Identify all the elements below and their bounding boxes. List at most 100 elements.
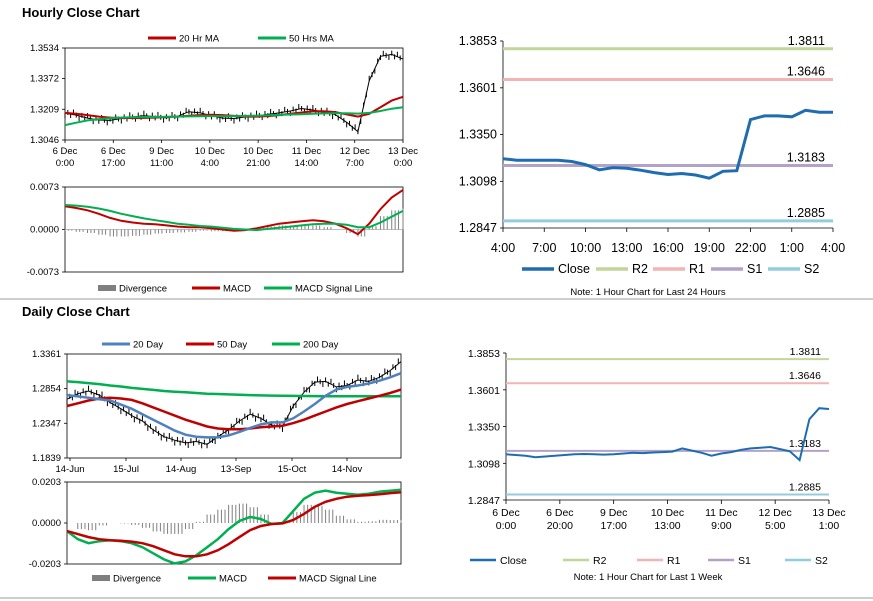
daily-levels-close-line <box>505 407 830 462</box>
daily-levels-xtick-label: 12 Dec <box>759 507 792 519</box>
hourly-macd-ytick-label: 0.0000 <box>30 225 59 236</box>
daily-levels-ytick-label: 1.3853 <box>468 348 500 360</box>
daily-levels-xtick-label: 10 Dec <box>651 507 684 519</box>
hourly-levels-xtick-label: 22:00 <box>735 241 766 255</box>
hourly-levels-xtick-label: 10:00 <box>570 241 601 255</box>
daily-levels-legend-label: S2 <box>815 555 828 567</box>
hourly-levels-panel: 1.3853 1.3601 1.3350 1.3098 1.2847 4:00 7:00 10… <box>459 34 845 298</box>
daily-price-ytick-label: 1.2347 <box>32 418 61 429</box>
hourly-price-ytick-label: 1.3372 <box>30 74 59 85</box>
hourly-levels-s1-level-label: 1.3183 <box>787 151 825 165</box>
hourly-price-xtick-label: 11:00 <box>150 158 173 169</box>
daily-macd-panel: 0.0203 0.0000 -0.0203 Divergence MACD MACD Si… <box>29 477 402 585</box>
daily-levels-legend-label: R2 <box>593 555 607 567</box>
daily-macd-legend-label: MACD <box>219 574 247 585</box>
hourly-levels-xtick-label: 13:00 <box>611 241 642 255</box>
daily-price-legend-label: 200 Day <box>303 340 339 351</box>
daily-levels-xtick-label: 6 Dec <box>546 507 573 519</box>
hourly-price-xtick-label: 13 Dec <box>388 146 418 157</box>
hourly-50hr-ma-line <box>64 106 404 127</box>
hourly-levels-ytick-label: 1.3601 <box>459 81 497 95</box>
hourly-price-xtick-label: 17:00 <box>101 158 125 169</box>
daily-levels-xtick-label: 20:00 <box>547 520 573 532</box>
hourly-levels-ytick-label: 1.3350 <box>459 128 497 142</box>
hourly-levels-legend-label: Close <box>558 262 590 276</box>
daily-levels-xtick-label: 9:00 <box>711 520 732 532</box>
daily-levels-xtick-label: 17:00 <box>601 520 627 532</box>
daily-levels-xtick-label: 1:00 <box>819 520 840 532</box>
daily-price-xtick-label: 13-Sep <box>221 464 252 475</box>
hourly-price-xtick-label: 10 Dec <box>195 146 225 157</box>
daily-macd-line <box>66 488 402 565</box>
hourly-macd-legend-label: MACD <box>223 284 251 295</box>
hourly-levels-close-line <box>502 108 833 180</box>
daily-macd-ytick-label: 0.0203 <box>32 477 61 488</box>
hourly-price-xtick-label: 6 Dec <box>101 146 126 157</box>
daily-price-legend-label: 50 Day <box>217 340 247 351</box>
daily-levels-legend-label: S1 <box>738 555 751 567</box>
daily-50day-line <box>66 388 402 431</box>
hourly-macd-signal-line <box>64 204 404 232</box>
hourly-levels-note: Note: 1 Hour Chart for Last 24 Hours <box>570 287 725 298</box>
daily-price-xtick-label: 15-Jul <box>113 464 139 475</box>
daily-20day-line <box>66 372 402 439</box>
hourly-levels-ytick-label: 1.3098 <box>459 174 497 188</box>
daily-levels-note: Note: 1 Hour Chart for Last 1 Week <box>574 572 723 583</box>
daily-levels-s2-level-label: 1.2885 <box>789 481 821 493</box>
hourly-levels-s2-level-label: 1.2885 <box>787 206 825 220</box>
hourly-levels-xtick-label: 7:00 <box>532 241 556 255</box>
hourly-price-xtick-label: 0:00 <box>56 158 75 169</box>
daily-macd-legend-swatch <box>92 575 110 581</box>
hourly-macd-ytick-label: -0.0073 <box>27 267 59 278</box>
hourly-levels-xtick-label: 1:00 <box>780 241 804 255</box>
hourly-levels-xtick-label: 19:00 <box>694 241 725 255</box>
daily-macd-signal-line <box>66 491 402 558</box>
daily-levels-legend-label: R1 <box>667 555 681 567</box>
hourly-levels-xtick-label: 16:00 <box>652 241 683 255</box>
daily-levels-xtick-label: 5:00 <box>765 520 786 532</box>
daily-levels-ytick-label: 1.3098 <box>468 458 500 470</box>
daily-price-ytick-label: 1.2854 <box>32 384 61 395</box>
daily-price-ytick-label: 1.1839 <box>32 453 61 464</box>
daily-macd-ytick-label: 0.0000 <box>32 518 61 529</box>
hourly-price-ytick-label: 1.3046 <box>30 135 59 146</box>
daily-levels-ytick-label: 1.3350 <box>468 422 500 434</box>
hourly-price-xtick-label: 0:00 <box>394 158 413 169</box>
daily-price-xtick-label: 14-Aug <box>166 464 197 475</box>
hourly-price-xtick-label: 11 Dec <box>292 146 322 157</box>
daily-price-xtick-label: 14-Nov <box>332 464 363 475</box>
hourly-price-xtick-label: 9 Dec <box>149 146 174 157</box>
hourly-price-ytick-label: 1.3534 <box>30 43 59 54</box>
hourly-price-xtick-label: 21:00 <box>246 158 270 169</box>
hourly-levels-r2-level-label: 1.3811 <box>788 34 825 48</box>
hourly-levels-legend-label: S2 <box>804 262 819 276</box>
hourly-macd-line <box>64 189 404 236</box>
daily-price-legend-label: 20 Day <box>133 340 163 351</box>
hourly-levels-xtick-label: 4:00 <box>491 241 515 255</box>
hourly-macd-legend-label: MACD Signal Line <box>295 284 373 295</box>
daily-macd-legend-label: MACD Signal Line <box>299 574 377 585</box>
hourly-price-xtick-label: 10 Dec <box>243 146 273 157</box>
daily-section-title: Daily Close Chart <box>22 304 130 319</box>
daily-200day-line <box>66 380 401 398</box>
hourly-levels-legend-label: R1 <box>689 262 705 276</box>
daily-levels-xtick-label: 6 Dec <box>492 507 519 519</box>
hourly-price-frame <box>64 47 404 141</box>
daily-levels-xtick-label: 9 Dec <box>600 507 627 519</box>
hourly-levels-ytick-label: 1.2847 <box>459 221 497 235</box>
hourly-section-title: Hourly Close Chart <box>22 5 140 20</box>
daily-levels-xtick-label: 11 Dec <box>705 507 738 519</box>
hourly-price-xtick-label: 4:00 <box>201 158 220 169</box>
daily-levels-xtick-label: 13:00 <box>654 520 680 532</box>
hourly-levels-xtick-label: 4:00 <box>821 241 845 255</box>
hourly-levels-legend-label: S1 <box>747 262 762 276</box>
hourly-macd-ytick-label: 0.0073 <box>30 182 59 193</box>
daily-price-line <box>66 361 402 445</box>
hourly-price-legend-label: 50 Hrs MA <box>289 34 335 45</box>
daily-levels-xtick-label: 13 Dec <box>812 507 845 519</box>
hourly-levels-r1-level-label: 1.3646 <box>787 64 825 78</box>
